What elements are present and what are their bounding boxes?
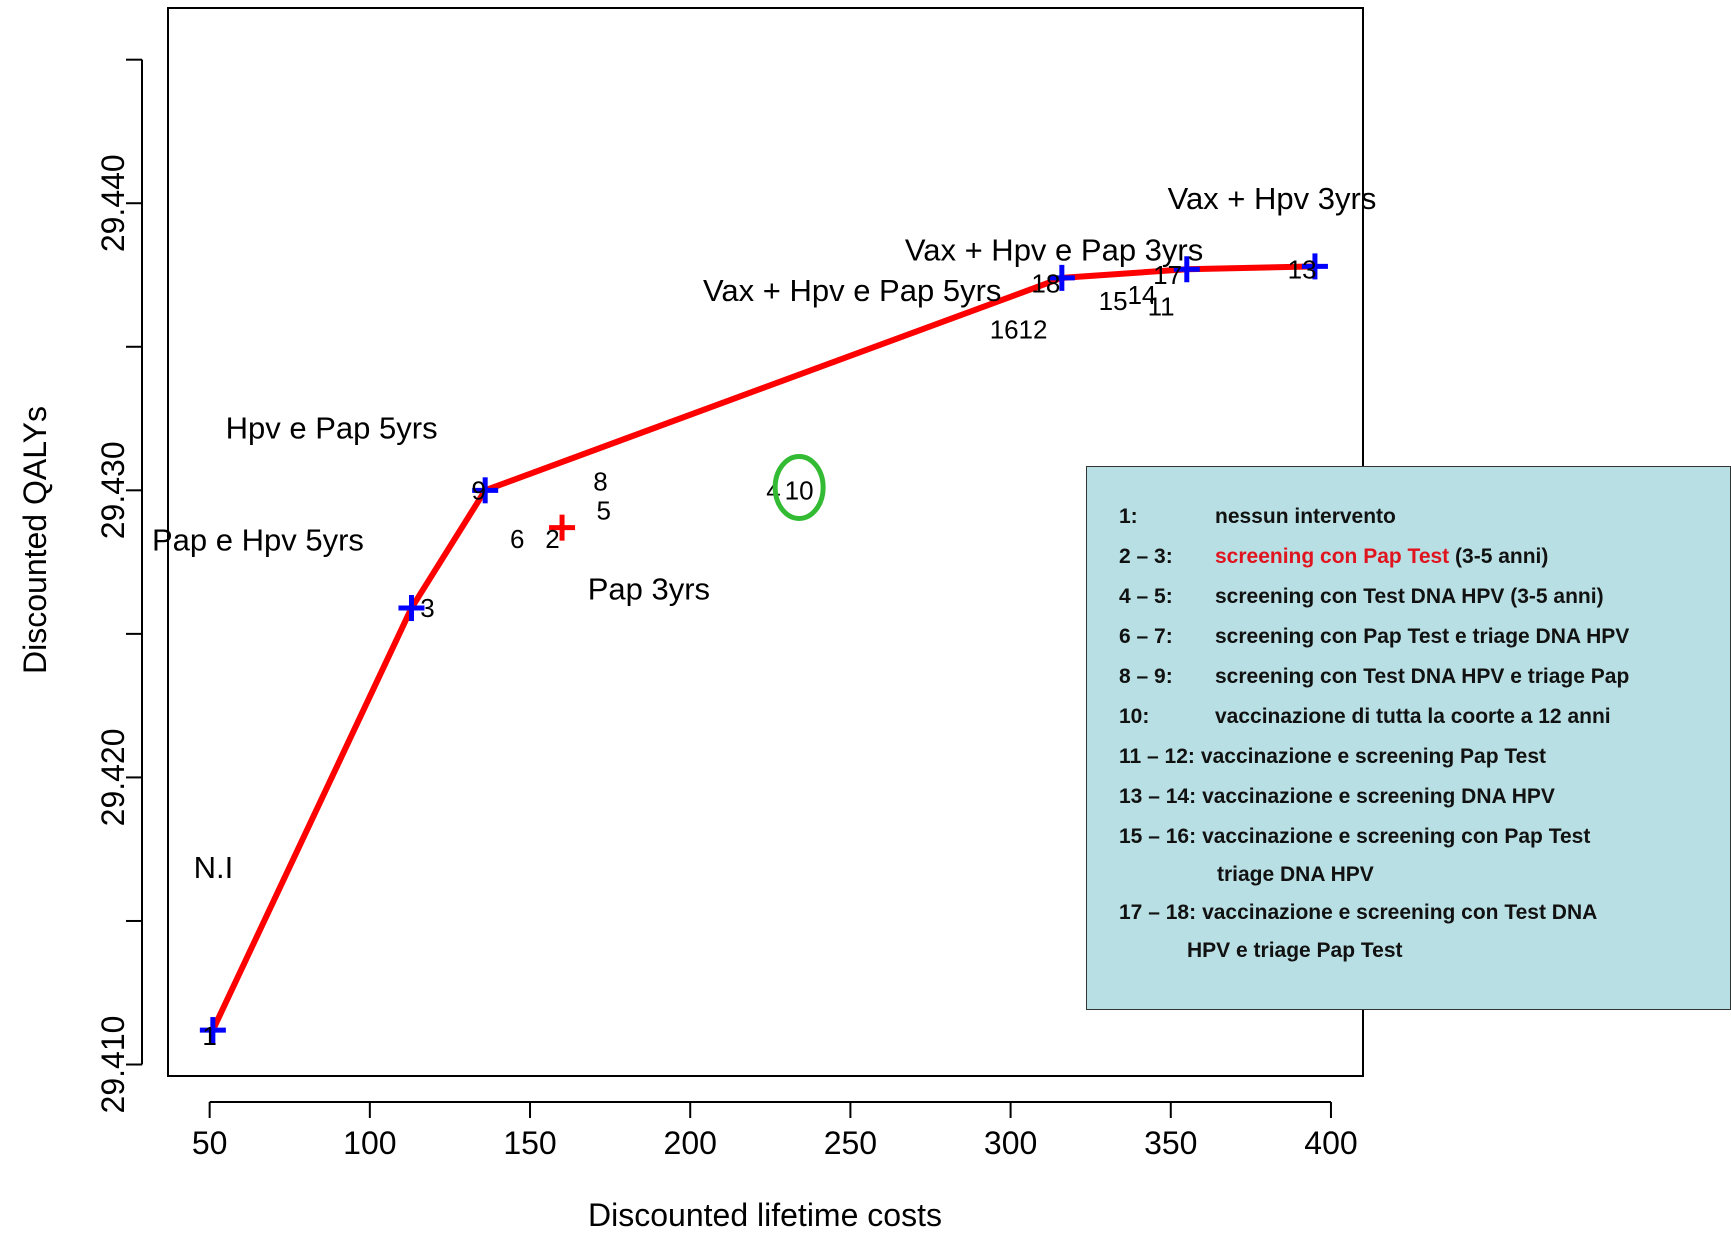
point-label: 2 xyxy=(545,524,559,554)
legend-row: 4 – 5: screening con Test DNA HPV (3-5 an… xyxy=(1119,577,1730,617)
annotation-layer: N.I Pap e Hpv 5yrs Hpv e Pap 5yrs Pap 3yrs V… xyxy=(152,181,1376,885)
point-label: 12 xyxy=(1019,315,1048,345)
point-label: 1 xyxy=(202,1021,216,1051)
efficiency-frontier-line xyxy=(210,263,1316,1032)
plus-marker xyxy=(398,595,425,622)
strategy-annotation: N.I xyxy=(194,850,234,885)
point-label: 15 xyxy=(1099,286,1128,316)
plus-marker xyxy=(472,477,499,504)
plus-marker xyxy=(199,1017,226,1044)
legend-row: 11 – 12: vaccinazione e screening Pap Tes… xyxy=(1119,737,1730,777)
y-axis: 29.410 29.420 29.430 29.440 xyxy=(95,58,143,1114)
x-axis-title: Discounted lifetime costs xyxy=(588,1197,942,1233)
plus-marker xyxy=(1301,253,1328,280)
point-label: 3 xyxy=(420,593,434,623)
y-tick-label: 29.410 xyxy=(95,1016,131,1114)
legend-description-text: vaccinazione e screening Pap Test xyxy=(1200,745,1546,768)
legend-description-text: vaccinazione di tutta la coorte a 12 ann… xyxy=(1215,705,1611,728)
legend-row: 17 – 18: vaccinazione e screening con Tes… xyxy=(1119,893,1730,933)
strategy-annotation: Vax + Hpv e Pap 5yrs xyxy=(703,273,1001,308)
x-tick-label: 100 xyxy=(343,1125,396,1161)
legend-description-highlight: screening con Pap Test xyxy=(1215,545,1450,568)
legend-key: 6 – 7: xyxy=(1119,625,1173,648)
plus-marker xyxy=(549,514,576,541)
legend-description: vaccinazione e screening DNA HPV xyxy=(1202,785,1555,809)
legend-description: screening con Test DNA HPV (3-5 anni) xyxy=(1215,585,1604,609)
point-label: 14 xyxy=(1127,280,1156,310)
x-axis: 50 100 150 200 250 300 350 400 xyxy=(192,1101,1358,1161)
legend-description-text: nessun intervento xyxy=(1215,505,1396,528)
legend-row: 6 – 7: screening con Pap Test e triage DN… xyxy=(1119,617,1730,657)
legend-key: 15 – 16: xyxy=(1119,825,1197,848)
point-label: 17 xyxy=(1153,260,1182,290)
legend-row: 15 – 16: vaccinazione e screening con Pap… xyxy=(1119,817,1730,857)
highlight-circle xyxy=(772,453,826,521)
strategy-annotation: Hpv e Pap 5yrs xyxy=(226,411,438,446)
point-label: 5 xyxy=(596,495,610,525)
legend-box: 1: nessun intervento 2 – 3: screening con P… xyxy=(1086,466,1731,1010)
point-label: 13 xyxy=(1288,254,1317,284)
x-tick-label: 150 xyxy=(503,1125,556,1161)
legend-key: 13 – 14: xyxy=(1119,785,1197,808)
plus-marker xyxy=(1048,264,1075,291)
legend-key: 2 – 3: xyxy=(1119,545,1173,568)
point-label: 9 xyxy=(472,475,486,505)
marker-layer xyxy=(199,253,1328,1044)
legend-key: 1: xyxy=(1119,505,1138,528)
strategy-annotation: Pap e Hpv 5yrs xyxy=(152,523,364,558)
legend-row: 13 – 14: vaccinazione e screening DNA HPV xyxy=(1119,777,1730,817)
highlight-layer xyxy=(772,453,826,521)
legend-row: 1: nessun intervento xyxy=(1119,497,1730,537)
legend-key: 10: xyxy=(1119,705,1150,728)
legend-continuation: triage DNA HPV xyxy=(1217,863,1374,886)
x-tick-label: 50 xyxy=(192,1125,228,1161)
legend-description-text: vaccinazione e screening con Pap Test xyxy=(1202,825,1591,848)
legend-description: screening con Test DNA HPV e triage Pap xyxy=(1215,665,1629,689)
point-label: 16 xyxy=(990,315,1019,345)
y-tick-label: 29.430 xyxy=(95,441,131,539)
point-label: 18 xyxy=(1031,269,1060,299)
point-label: 6 xyxy=(510,524,524,554)
legend-description-text: (3-5 anni) xyxy=(1449,545,1549,568)
legend-row: 8 – 9: screening con Test DNA HPV e triag… xyxy=(1119,657,1730,697)
legend-key: 4 – 5: xyxy=(1119,585,1173,608)
y-tick-label: 29.420 xyxy=(95,728,131,826)
x-tick-label: 200 xyxy=(664,1125,717,1161)
y-tick-label: 29.440 xyxy=(95,154,131,252)
legend-description: nessun intervento xyxy=(1215,505,1396,529)
legend-description: screening con Pap Test (3-5 anni) xyxy=(1215,545,1548,569)
legend-description-text: screening con Pap Test e triage DNA HPV xyxy=(1215,625,1630,648)
x-tick-label: 250 xyxy=(824,1125,877,1161)
x-tick-label: 400 xyxy=(1304,1125,1357,1161)
legend-continuation: HPV e triage Pap Test xyxy=(1187,939,1403,962)
plus-marker xyxy=(1173,256,1200,283)
x-tick-label: 300 xyxy=(984,1125,1037,1161)
legend-key: 8 – 9: xyxy=(1119,665,1173,688)
legend-row: 2 – 3: screening con Pap Test (3-5 anni) xyxy=(1119,537,1730,577)
legend-description-text: vaccinazione e screening DNA HPV xyxy=(1202,785,1555,808)
legend-description: screening con Pap Test e triage DNA HPV xyxy=(1215,625,1629,649)
frontier-layer xyxy=(210,263,1316,1032)
legend-key: 11 – 12: xyxy=(1119,745,1195,768)
legend-row: 10: vaccinazione di tutta la coorte a 12 … xyxy=(1119,697,1730,737)
legend-description: vaccinazione di tutta la coorte a 12 ann… xyxy=(1215,705,1611,729)
legend-description: vaccinazione e screening con Pap Test xyxy=(1202,825,1590,849)
legend-description-text: vaccinazione e screening con Test DNA xyxy=(1202,901,1598,924)
strategy-annotation: Vax + Hpv e Pap 3yrs xyxy=(905,233,1203,268)
point-label: 8 xyxy=(593,467,607,497)
point-label: 11 xyxy=(1148,292,1175,322)
strategy-annotation: Vax + Hpv 3yrs xyxy=(1168,181,1377,216)
legend-description: vaccinazione e screening con Test DNA xyxy=(1202,901,1597,925)
y-axis-title: Discounted QALYs xyxy=(17,406,53,674)
x-tick-label: 350 xyxy=(1144,1125,1197,1161)
strategy-annotation: Pap 3yrs xyxy=(588,571,710,606)
legend-key: 17 – 18: xyxy=(1119,901,1197,924)
legend-description-text: screening con Test DNA HPV e triage Pap xyxy=(1215,665,1630,688)
legend-description: vaccinazione e screening Pap Test xyxy=(1201,745,1546,769)
legend-description-text: screening con Test DNA HPV (3-5 anni) xyxy=(1215,585,1604,608)
point-label: 10 xyxy=(785,475,814,505)
